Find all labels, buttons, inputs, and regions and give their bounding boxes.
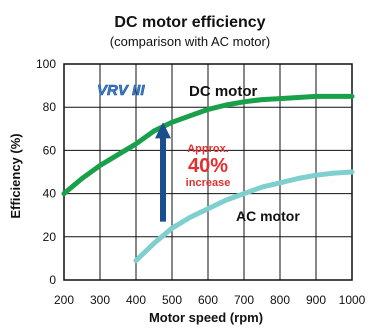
x-tick-label: 200: [54, 293, 74, 307]
ac-motor-line: [133, 169, 355, 264]
percent-label: 40%: [188, 155, 228, 177]
y-tick-label: 60: [43, 143, 57, 157]
x-tick-label: 300: [90, 293, 110, 307]
dc-motor-label: DC motor: [189, 83, 257, 100]
y-tick-label: 80: [43, 100, 57, 114]
x-tick-label: 600: [198, 293, 218, 307]
series-lines: [61, 93, 355, 264]
dc-motor-line: [61, 93, 355, 197]
x-tick-label: 900: [306, 293, 326, 307]
annotations: Approx. 40% increase VRV III DC motor AC…: [97, 82, 301, 224]
x-axis-label: Motor speed (rpm): [149, 310, 263, 325]
x-tick-label: 1000: [339, 293, 366, 307]
x-tick-label: 500: [162, 293, 182, 307]
y-axis-label: Efficiency (%): [8, 133, 23, 218]
y-tick-label: 100: [36, 57, 56, 71]
x-tick-label: 400: [126, 293, 146, 307]
chart-subtitle: (comparison with AC motor): [110, 34, 270, 49]
increase-label: increase: [186, 177, 231, 189]
tick-labels: 200 300 400 500 600 700 800 900 1000 0 20 40 60 80 100: [36, 57, 366, 307]
y-tick-label: 40: [43, 187, 57, 201]
increase-arrow-head: [155, 122, 171, 139]
y-tick-label: 20: [43, 230, 57, 244]
y-tick-label: 0: [49, 273, 56, 287]
x-tick-label: 800: [270, 293, 290, 307]
approx-label: Approx.: [187, 143, 229, 155]
chart-title: DC motor efficiency: [114, 14, 265, 31]
ac-motor-label: AC motor: [236, 208, 300, 224]
vrv-logo: VRV III: [97, 82, 145, 99]
x-tick-label: 700: [234, 293, 254, 307]
